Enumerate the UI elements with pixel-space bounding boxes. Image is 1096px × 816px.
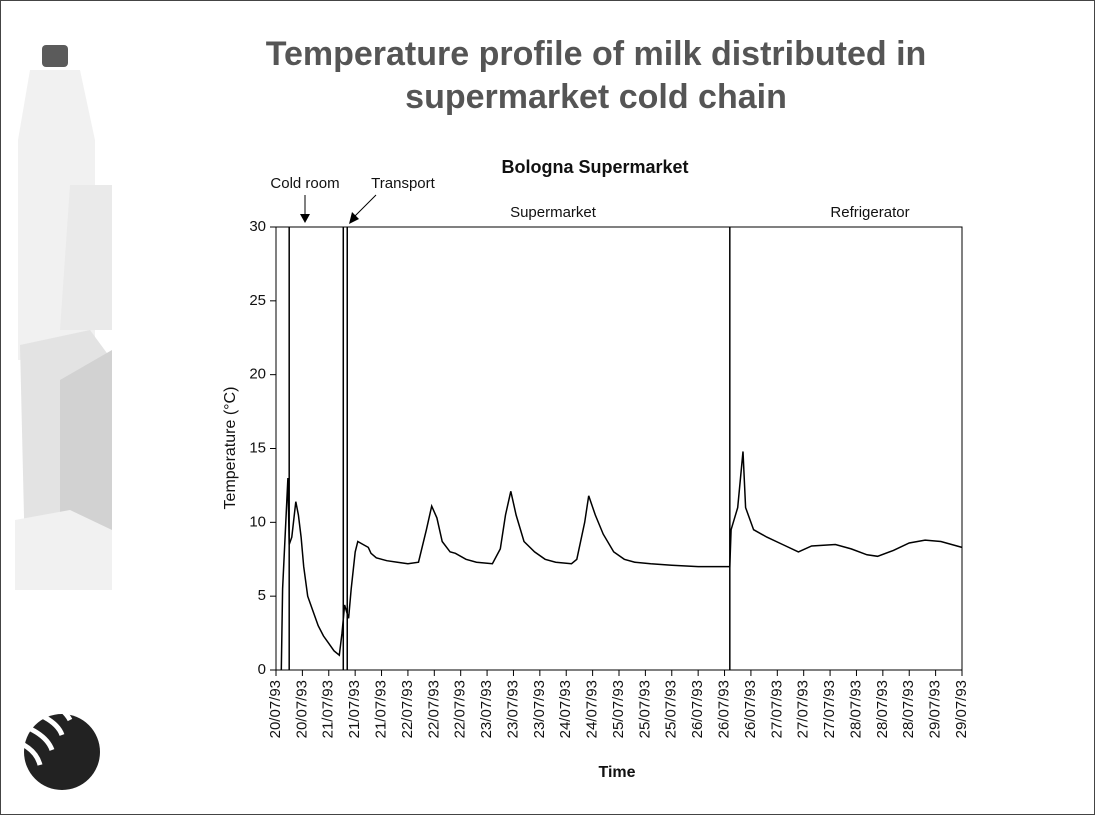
x-tick-label: 21/07/93 xyxy=(373,680,390,738)
y-tick-label: 0 xyxy=(258,661,266,678)
x-tick-label: 27/07/93 xyxy=(768,680,785,738)
slide-title: Temperature profile of milk distributed … xyxy=(266,35,927,73)
y-tick-label: 5 xyxy=(258,587,266,604)
x-tick-label: 24/07/93 xyxy=(557,680,574,738)
x-tick-label: 27/07/93 xyxy=(821,680,838,738)
x-tick-label: 28/07/93 xyxy=(847,680,864,738)
x-axis-label: Time xyxy=(598,764,635,781)
x-tick-label: 20/07/93 xyxy=(267,680,284,738)
x-tick-label: 25/07/93 xyxy=(663,680,680,738)
x-tick-label: 26/07/93 xyxy=(716,680,733,738)
x-tick-label: 21/07/93 xyxy=(320,680,337,738)
x-tick-label: 22/07/93 xyxy=(425,680,442,738)
x-tick-label: 27/07/93 xyxy=(795,680,812,738)
y-tick-label: 25 xyxy=(249,292,266,309)
x-tick-label: 29/07/93 xyxy=(927,680,944,738)
x-tick-label: 26/07/93 xyxy=(742,680,759,738)
x-tick-label: 28/07/93 xyxy=(874,680,891,738)
x-tick-label: 22/07/93 xyxy=(399,680,416,738)
annotation: Cold room xyxy=(270,175,339,192)
chart-title: Bologna Supermarket xyxy=(501,157,688,177)
x-tick-label: 26/07/93 xyxy=(689,680,706,738)
x-tick-label: 23/07/93 xyxy=(478,680,495,738)
x-tick-label: 24/07/93 xyxy=(584,680,601,738)
x-tick-label: 28/07/93 xyxy=(900,680,917,738)
y-tick-label: 20 xyxy=(249,366,266,383)
annotation: Supermarket xyxy=(510,204,597,221)
annotation: Refrigerator xyxy=(830,204,909,221)
y-axis-label: Temperature (°C) xyxy=(222,387,239,510)
x-tick-label: 23/07/93 xyxy=(531,680,548,738)
y-tick-label: 10 xyxy=(249,513,266,530)
annotation: Transport xyxy=(371,175,435,192)
y-tick-label: 15 xyxy=(249,439,266,456)
x-tick-label: 29/07/93 xyxy=(953,680,970,738)
x-tick-label: 22/07/93 xyxy=(452,680,469,738)
x-tick-label: 20/07/93 xyxy=(293,680,310,738)
x-tick-label: 25/07/93 xyxy=(610,680,627,738)
x-tick-label: 23/07/93 xyxy=(504,680,521,738)
y-tick-label: 30 xyxy=(249,218,266,235)
x-tick-label: 25/07/93 xyxy=(636,680,653,738)
slide-title: supermarket cold chain xyxy=(405,78,787,116)
x-tick-label: 21/07/93 xyxy=(346,680,363,738)
slide: Temperature profile of milk distributed … xyxy=(0,0,1096,816)
